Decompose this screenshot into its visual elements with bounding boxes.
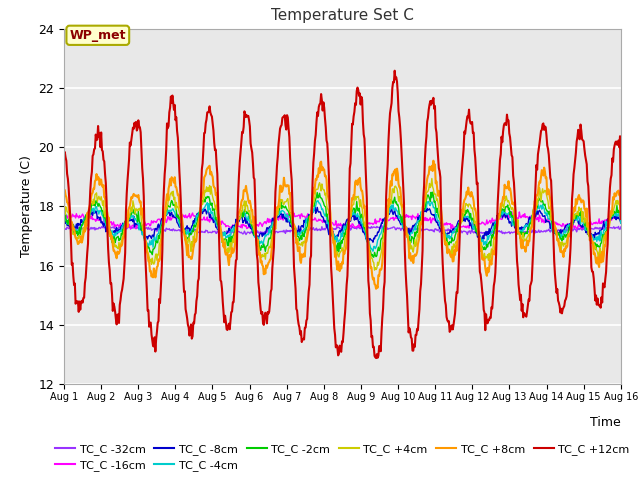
Line: TC_C -16cm: TC_C -16cm xyxy=(64,212,621,231)
TC_C -2cm xyxy=(428,190,435,195)
Text: Time: Time xyxy=(590,416,621,429)
TC_C -16cm xyxy=(426,215,434,220)
Legend: TC_C -32cm, TC_C -16cm, TC_C -8cm, TC_C -4cm, TC_C -2cm, TC_C +4cm, TC_C +8cm, T: TC_C -32cm, TC_C -16cm, TC_C -8cm, TC_C … xyxy=(51,439,634,476)
TC_C +4cm xyxy=(411,237,419,242)
TC_C -32cm xyxy=(214,228,221,234)
TC_C -16cm xyxy=(70,214,78,219)
TC_C +8cm xyxy=(429,158,437,164)
Line: TC_C +8cm: TC_C +8cm xyxy=(64,161,621,289)
TC_C -4cm xyxy=(314,198,322,204)
TC_C -32cm xyxy=(363,221,371,227)
Line: TC_C +12cm: TC_C +12cm xyxy=(64,71,621,358)
TC_C -16cm xyxy=(410,214,418,220)
TC_C -2cm xyxy=(214,221,221,227)
TC_C -8cm xyxy=(412,221,419,227)
TC_C +8cm xyxy=(184,242,192,248)
TC_C -16cm xyxy=(60,215,68,221)
TC_C +12cm xyxy=(428,98,436,104)
TC_C -16cm xyxy=(127,225,135,231)
TC_C -8cm xyxy=(60,217,68,223)
TC_C -32cm xyxy=(184,228,192,234)
TC_C -16cm xyxy=(508,209,515,215)
TC_C +8cm xyxy=(127,194,135,200)
TC_C +12cm xyxy=(617,216,625,222)
Text: WP_met: WP_met xyxy=(70,29,126,42)
Line: TC_C -8cm: TC_C -8cm xyxy=(64,207,621,242)
TC_C +8cm xyxy=(411,252,419,257)
TC_C -4cm xyxy=(428,199,436,205)
Line: TC_C +4cm: TC_C +4cm xyxy=(64,179,621,270)
TC_C -2cm xyxy=(70,232,78,238)
TC_C -32cm xyxy=(127,225,135,230)
TC_C -4cm xyxy=(184,227,192,232)
TC_C -4cm xyxy=(127,212,135,218)
TC_C +12cm xyxy=(127,137,135,143)
TC_C -32cm xyxy=(412,227,419,232)
TC_C +8cm xyxy=(70,226,78,231)
TC_C -2cm xyxy=(429,189,436,195)
TC_C -32cm xyxy=(617,224,625,230)
TC_C -4cm xyxy=(369,248,377,254)
TC_C +8cm xyxy=(617,214,625,220)
Line: TC_C -2cm: TC_C -2cm xyxy=(64,192,621,257)
TC_C -4cm xyxy=(70,226,78,232)
TC_C -32cm xyxy=(70,226,78,231)
TC_C -32cm xyxy=(220,232,227,238)
TC_C +4cm xyxy=(70,232,78,238)
TC_C +4cm xyxy=(127,204,135,210)
TC_C +4cm xyxy=(617,215,625,220)
TC_C +12cm xyxy=(412,332,419,338)
TC_C +8cm xyxy=(214,203,221,208)
TC_C -8cm xyxy=(184,226,192,232)
TC_C -16cm xyxy=(617,212,625,217)
TC_C -2cm xyxy=(184,236,192,242)
TC_C +8cm xyxy=(60,187,68,193)
TC_C +12cm xyxy=(70,282,78,288)
TC_C -4cm xyxy=(214,223,221,229)
TC_C -4cm xyxy=(412,227,419,233)
TC_C -8cm xyxy=(127,217,135,223)
Title: Temperature Set C: Temperature Set C xyxy=(271,9,414,24)
TC_C -2cm xyxy=(411,229,419,235)
TC_C -32cm xyxy=(428,227,436,232)
TC_C -2cm xyxy=(60,214,68,219)
TC_C +12cm xyxy=(184,322,192,328)
TC_C -8cm xyxy=(214,226,221,232)
TC_C -8cm xyxy=(70,224,78,230)
Y-axis label: Temperature (C): Temperature (C) xyxy=(20,156,33,257)
TC_C -8cm xyxy=(311,204,319,210)
Line: TC_C -32cm: TC_C -32cm xyxy=(64,224,621,235)
TC_C -16cm xyxy=(450,228,458,234)
TC_C -32cm xyxy=(60,226,68,232)
TC_C +12cm xyxy=(372,355,380,361)
TC_C -2cm xyxy=(370,254,378,260)
TC_C +12cm xyxy=(214,171,221,177)
TC_C -4cm xyxy=(617,220,625,226)
TC_C +4cm xyxy=(371,267,378,273)
TC_C +12cm xyxy=(391,68,399,73)
TC_C -8cm xyxy=(617,220,625,226)
TC_C +4cm xyxy=(184,240,192,246)
TC_C -4cm xyxy=(60,214,68,219)
TC_C +8cm xyxy=(428,167,435,173)
TC_C -2cm xyxy=(617,216,625,222)
TC_C -8cm xyxy=(428,212,436,217)
TC_C +12cm xyxy=(60,150,68,156)
TC_C +4cm xyxy=(428,183,435,189)
TC_C +4cm xyxy=(214,216,221,222)
TC_C -8cm xyxy=(369,240,377,245)
TC_C +4cm xyxy=(60,193,68,199)
TC_C -16cm xyxy=(184,213,192,219)
Line: TC_C -4cm: TC_C -4cm xyxy=(64,201,621,251)
TC_C +4cm xyxy=(428,176,436,181)
TC_C +8cm xyxy=(372,286,380,292)
TC_C -16cm xyxy=(214,218,221,224)
TC_C -2cm xyxy=(127,212,135,217)
